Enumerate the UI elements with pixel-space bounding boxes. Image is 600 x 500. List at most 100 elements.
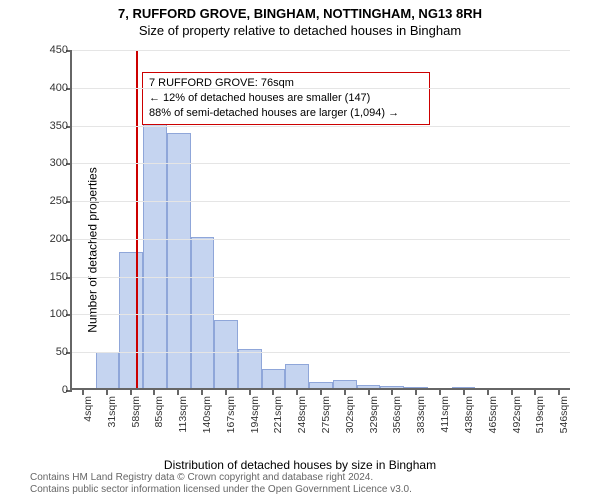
subtitle: Size of property relative to detached ho… — [0, 23, 600, 38]
x-tick-mark — [249, 390, 251, 395]
annotation-line: 88% of semi-detached houses are larger (… — [149, 106, 423, 121]
x-tick-label: 329sqm — [368, 396, 380, 433]
x-tick: 248sqm — [284, 390, 308, 440]
x-tick: 275sqm — [308, 390, 332, 440]
x-tick: 194sqm — [237, 390, 261, 440]
x-tick-mark — [320, 390, 322, 395]
x-tick-mark — [487, 390, 489, 395]
x-tick-label: 194sqm — [249, 396, 261, 433]
x-tick: 411sqm — [427, 390, 451, 440]
x-tick-label: 302sqm — [344, 396, 356, 433]
x-tick-mark — [415, 390, 417, 395]
bar-fill — [262, 369, 286, 388]
x-tick: 31sqm — [94, 390, 118, 440]
y-gridline — [72, 163, 570, 164]
title-block: 7, RUFFORD GROVE, BINGHAM, NOTTINGHAM, N… — [0, 0, 600, 38]
bar-fill — [143, 108, 167, 388]
x-tick-mark — [511, 390, 513, 395]
y-gridline — [72, 314, 570, 315]
y-gridline — [72, 201, 570, 202]
x-tick-label: 356sqm — [391, 396, 403, 433]
y-gridline — [72, 126, 570, 127]
footer-line-1: Contains HM Land Registry data © Crown c… — [30, 472, 590, 484]
x-tick: 492sqm — [499, 390, 523, 440]
footer-line-2: Contains public sector information licen… — [30, 484, 590, 496]
x-tick-label: 167sqm — [225, 396, 237, 433]
x-tick: 356sqm — [380, 390, 404, 440]
x-tick-mark — [177, 390, 179, 395]
x-tick: 85sqm — [141, 390, 165, 440]
y-tick-label: 400 — [50, 82, 72, 94]
x-tick: 519sqm — [522, 390, 546, 440]
x-tick-label: 383sqm — [415, 396, 427, 433]
bar-fill — [285, 364, 309, 388]
x-tick-mark — [558, 390, 560, 395]
x-tick-mark — [272, 390, 274, 395]
bar-fill — [191, 237, 215, 388]
y-tick-label: 450 — [50, 44, 72, 56]
x-tick: 438sqm — [451, 390, 475, 440]
bar-fill — [309, 382, 333, 388]
x-tick-label: 221sqm — [272, 396, 284, 433]
x-tick-label: 465sqm — [487, 396, 499, 433]
y-tick-label: 350 — [50, 120, 72, 132]
y-gridline — [72, 88, 570, 89]
x-tick: 302sqm — [332, 390, 356, 440]
x-tick-mark — [368, 390, 370, 395]
x-axis-label: Distribution of detached houses by size … — [0, 458, 600, 472]
bar-fill — [357, 385, 381, 388]
x-ticks: 4sqm 31sqm58sqm 85sqm 113sqm 140sqm 167sqm 194… — [70, 390, 570, 440]
x-tick-mark — [439, 390, 441, 395]
x-tick: 383sqm — [403, 390, 427, 440]
x-tick-mark — [106, 390, 108, 395]
x-tick-label: 519sqm — [534, 396, 546, 433]
annotation-box: 7 RUFFORD GROVE: 76sqm← 12% of detached … — [142, 72, 430, 125]
bar-fill — [119, 252, 143, 388]
x-tick-label: 438sqm — [463, 396, 475, 433]
x-tick: 221sqm — [261, 390, 285, 440]
y-gridline — [72, 352, 570, 353]
x-tick-mark — [344, 390, 346, 395]
x-tick: 58sqm — [118, 390, 142, 440]
x-tick: 465sqm — [475, 390, 499, 440]
y-tick-label: 100 — [50, 308, 72, 320]
y-tick-label: 150 — [50, 271, 72, 283]
x-tick-label: 85sqm — [153, 396, 165, 428]
y-gridline — [72, 239, 570, 240]
x-tick: 167sqm — [213, 390, 237, 440]
bar-fill — [167, 133, 191, 388]
x-tick-mark — [534, 390, 536, 395]
x-tick: 546sqm — [546, 390, 570, 440]
x-tick-label: 492sqm — [511, 396, 523, 433]
x-tick-label: 275sqm — [320, 396, 332, 433]
address-title: 7, RUFFORD GROVE, BINGHAM, NOTTINGHAM, N… — [0, 6, 600, 21]
bar-fill — [238, 349, 262, 388]
x-tick-mark — [391, 390, 393, 395]
bar-fill — [452, 387, 476, 389]
bar-fill — [404, 387, 428, 389]
x-tick-mark — [463, 390, 465, 395]
x-tick-label: 546sqm — [558, 396, 570, 433]
y-tick-label: 250 — [50, 195, 72, 207]
x-tick-mark — [225, 390, 227, 395]
x-tick-mark — [296, 390, 298, 395]
x-tick-label: 140sqm — [201, 396, 213, 433]
plot-area: 7 RUFFORD GROVE: 76sqm← 12% of detached … — [70, 50, 570, 390]
x-tick: 329sqm — [356, 390, 380, 440]
annotation-line: ← 12% of detached houses are smaller (14… — [149, 91, 423, 106]
bar-fill — [214, 320, 238, 388]
x-tick-label: 31sqm — [106, 396, 118, 428]
marker-line — [136, 50, 138, 388]
x-tick: 4sqm — [70, 390, 94, 440]
bar-fill — [333, 380, 357, 388]
x-tick-label: 113sqm — [177, 396, 189, 433]
x-tick-mark — [130, 390, 132, 395]
y-gridline — [72, 50, 570, 51]
x-tick-label: 248sqm — [296, 396, 308, 433]
bar-fill — [380, 386, 404, 388]
x-tick-label: 411sqm — [439, 396, 451, 433]
y-tick-label: 300 — [50, 157, 72, 169]
x-tick-mark — [153, 390, 155, 395]
x-tick-mark — [201, 390, 203, 395]
y-gridline — [72, 277, 570, 278]
